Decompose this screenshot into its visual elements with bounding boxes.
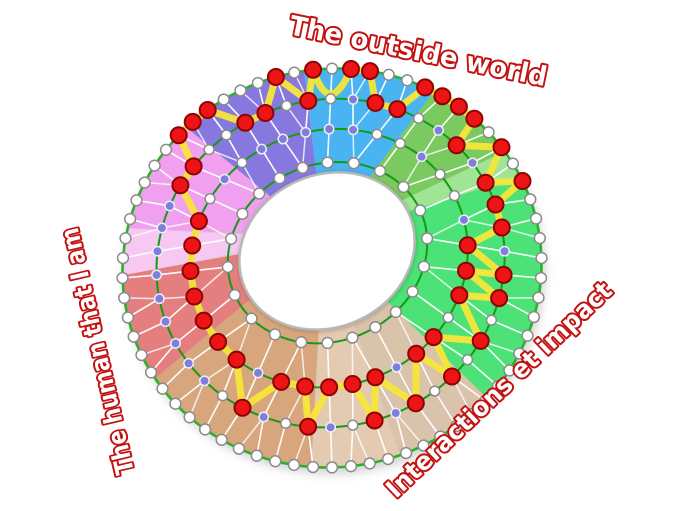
node-dots (116, 62, 548, 474)
selected-node-dots (169, 60, 532, 436)
donut-hole (238, 171, 416, 331)
